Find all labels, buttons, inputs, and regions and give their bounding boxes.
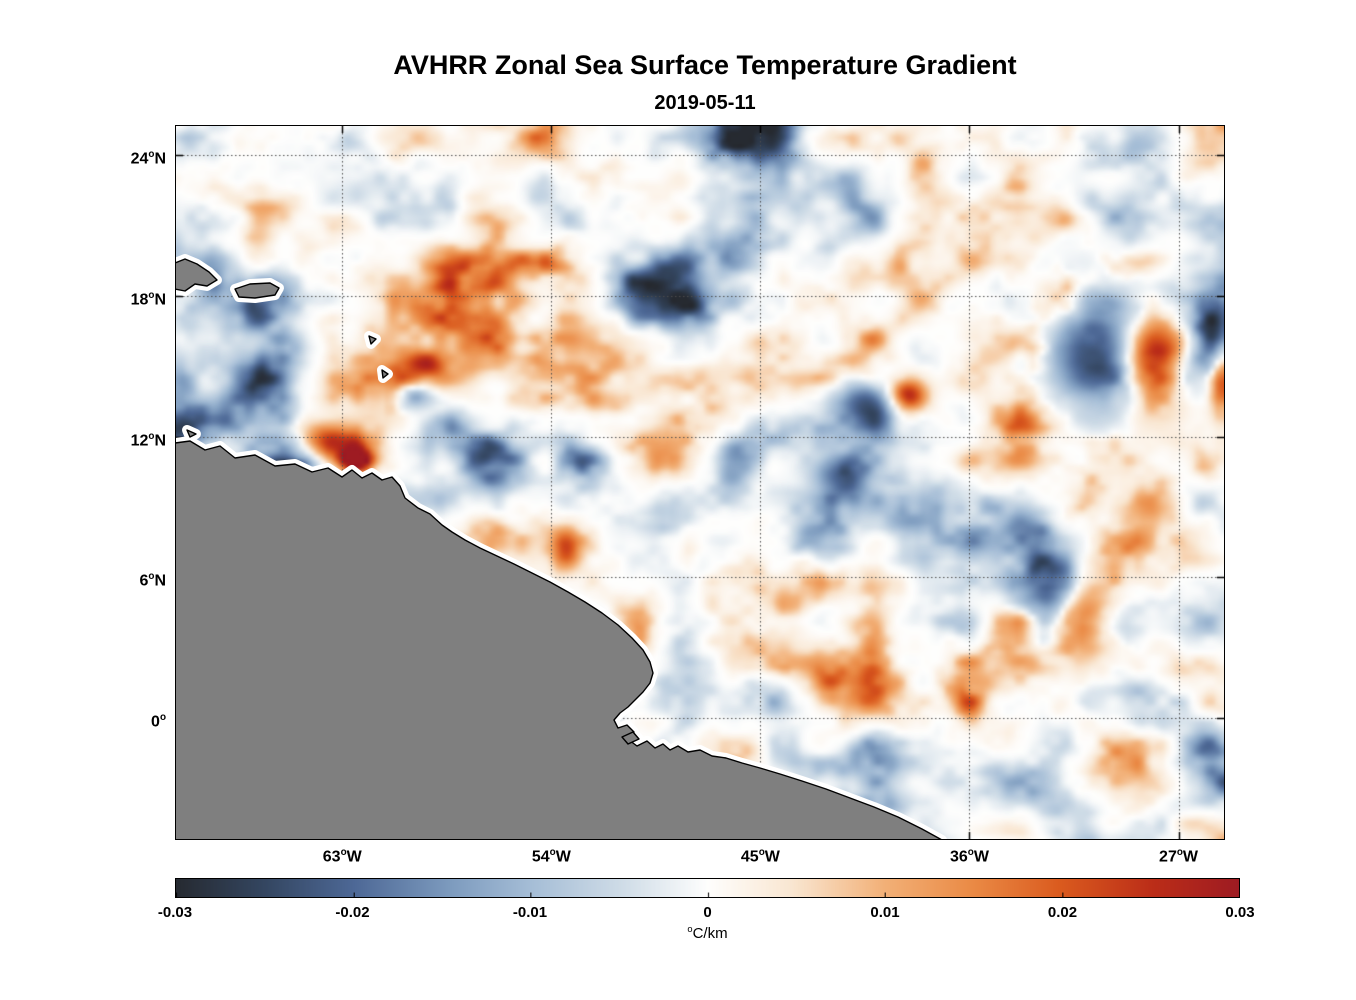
degree-superscript: o	[148, 430, 155, 442]
x-tick-label: 36oW	[949, 847, 989, 866]
colorbar-tick-label: 0.03	[1225, 904, 1255, 921]
y-tick-label: 24oN	[130, 149, 166, 168]
chart-title: AVHRR Zonal Sea Surface Temperature Grad…	[393, 50, 1017, 80]
land-polygon	[175, 440, 943, 840]
colorbar-tick-label: -0.01	[512, 904, 548, 921]
land-polygon	[368, 335, 377, 345]
land-polygon	[186, 429, 197, 438]
y-tick-label: 0o	[151, 712, 166, 731]
degree-superscript: o	[159, 712, 166, 724]
land-polygon	[381, 369, 389, 379]
chart-subtitle: 2019-05-11	[654, 92, 756, 114]
colorbar-tick-label: 0.02	[1047, 904, 1078, 921]
degree-superscript: o	[967, 847, 974, 858]
colorbar-unit-label: oC/km	[687, 924, 728, 942]
degree-superscript: o	[687, 924, 693, 934]
x-tick-label: 27oW	[1159, 847, 1199, 866]
land-polygon	[175, 258, 218, 292]
degree-superscript: o	[148, 149, 155, 161]
colorbar-tick-label: 0	[703, 904, 712, 921]
degree-superscript: o	[340, 847, 347, 858]
colorbar: -0.03 -0.02 -0.01 0 0.01 0.02 0.03 oC/km	[158, 878, 1255, 942]
colorbar-gradient	[175, 878, 1240, 898]
y-axis-tick-labels: 24oN 18oN 12oN 6oN 0o	[88, 125, 166, 840]
degree-superscript: o	[549, 847, 556, 858]
land-polygon	[234, 282, 280, 299]
colorbar-tick-label: -0.03	[157, 904, 193, 921]
y-tick-label: 12oN	[130, 430, 166, 450]
degree-superscript: o	[148, 571, 155, 583]
x-tick-label: 63oW	[322, 847, 362, 866]
degree-superscript: o	[758, 847, 765, 858]
land-polygon	[621, 731, 640, 745]
degree-superscript: o	[148, 290, 155, 302]
colorbar-tick-label: -0.02	[335, 904, 370, 921]
x-tick-label: 54oW	[531, 847, 571, 866]
x-axis-tick-labels: 63oW 54oW 45oW 36oW 27oW	[175, 847, 1225, 873]
land-mask	[175, 254, 947, 840]
colorbar-tick-label: 0.01	[870, 904, 900, 921]
map-plot-area	[175, 125, 1225, 840]
degree-superscript: o	[1176, 847, 1183, 858]
y-tick-label: 6oN	[139, 571, 166, 590]
x-tick-label: 45oW	[740, 847, 780, 866]
y-tick-label: 18oN	[130, 290, 166, 309]
colorbar-tick-labels: -0.03 -0.02 -0.01 0 0.01 0.02 0.03	[158, 898, 1255, 924]
